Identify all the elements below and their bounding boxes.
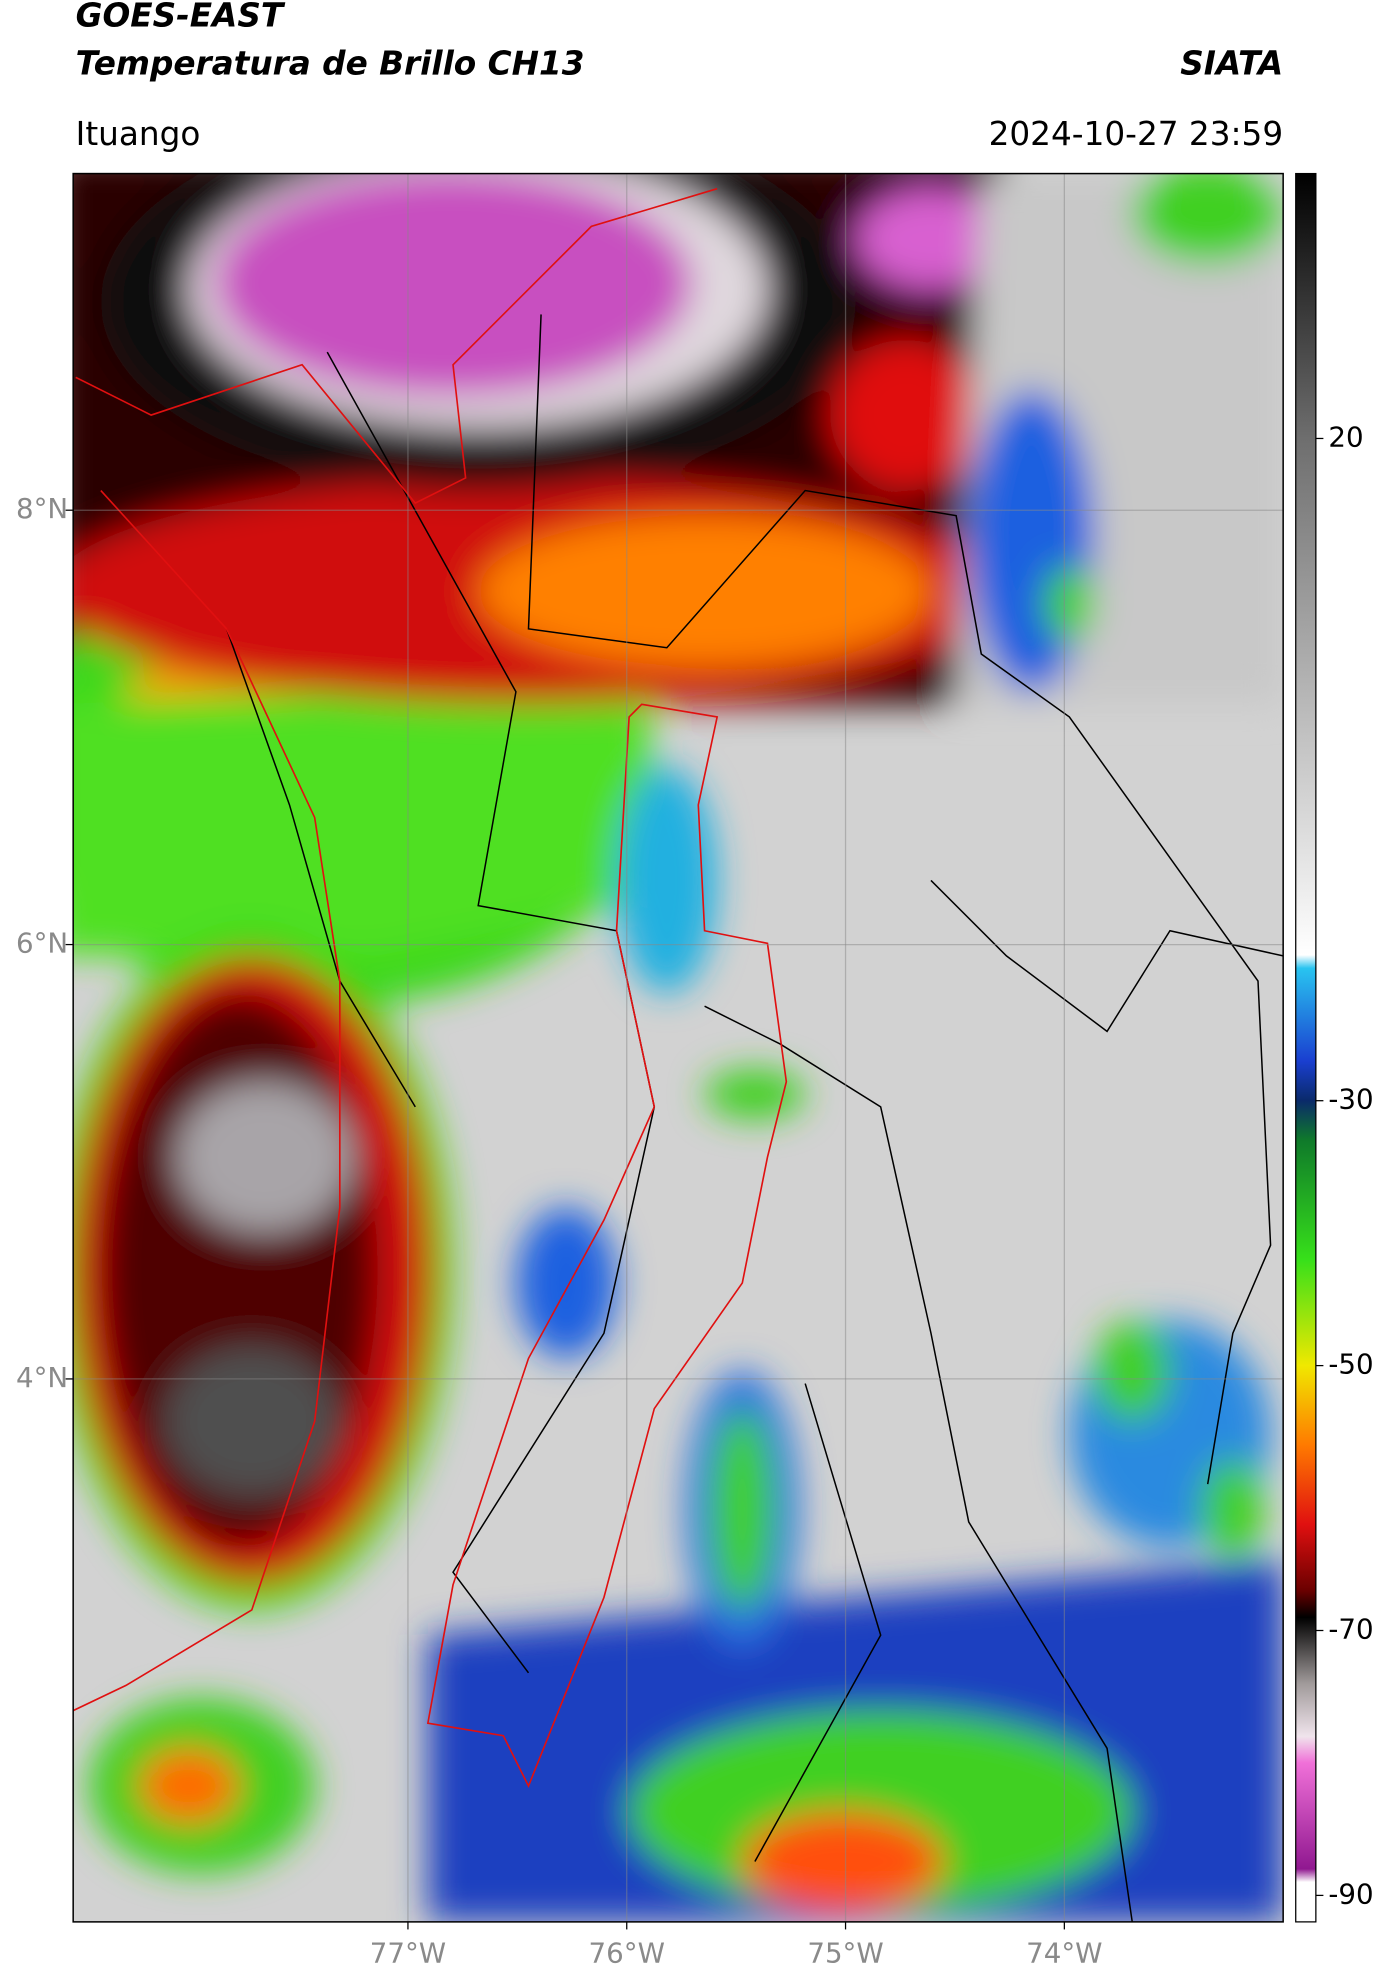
datetime: 2024-10-27 23:59 (989, 115, 1284, 153)
x-tick-label: 76°W (589, 1937, 665, 1970)
credit: SIATA (1180, 44, 1283, 82)
colorbar (1295, 172, 1317, 1923)
graticule (73, 173, 1284, 1922)
x-tick-label: 77°W (370, 1937, 446, 1970)
colorbar-tick-label: 20 (1328, 420, 1363, 453)
location: Ituango (76, 115, 201, 153)
subtitle: Temperatura de Brillo CH13 (76, 44, 585, 82)
colorbar-tick-label: -30 (1328, 1083, 1373, 1116)
colorbar-tick-label: -90 (1328, 1877, 1373, 1910)
colorbar-tick-label: -50 (1328, 1348, 1373, 1381)
colorbar-tick-label: -70 (1328, 1612, 1373, 1645)
map-frame (72, 172, 1284, 1923)
y-tick-label: 4°N (16, 1361, 68, 1394)
y-tick-label: 6°N (16, 927, 68, 960)
y-tick-label: 8°N (16, 492, 68, 525)
x-tick-label: 74°W (1026, 1937, 1102, 1970)
satellite-image (73, 173, 1284, 1922)
x-tick-label: 75°W (807, 1937, 883, 1970)
title: GOES-EAST (76, 0, 286, 35)
